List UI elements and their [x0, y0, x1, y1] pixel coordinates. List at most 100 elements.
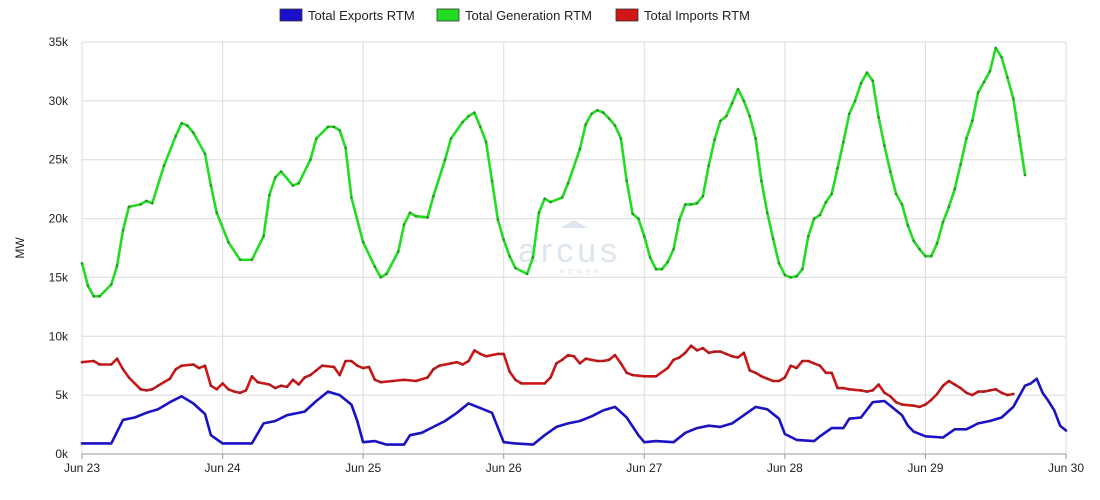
data-point: [988, 389, 992, 392]
data-point: [602, 111, 605, 114]
data-point: [297, 182, 301, 185]
data-point: [1058, 424, 1062, 428]
data-point: [684, 351, 687, 355]
data-point: [666, 366, 669, 370]
data-point: [830, 192, 833, 196]
data-point: [912, 430, 915, 433]
data-point: [596, 109, 599, 112]
data-point: [391, 379, 394, 383]
data-point: [426, 216, 429, 219]
data-point: [1029, 382, 1033, 385]
data-point: [180, 395, 183, 398]
data-point: [795, 275, 798, 278]
data-point: [361, 366, 365, 370]
series-line-0: [80, 377, 1068, 446]
data-point: [1000, 391, 1003, 395]
data-point: [742, 351, 746, 355]
data-point: [279, 170, 283, 173]
data-point: [924, 254, 927, 258]
data-point: [877, 116, 880, 119]
data-point: [443, 158, 447, 161]
data-point: [590, 112, 593, 116]
data-point: [1012, 405, 1015, 409]
data-point: [350, 359, 353, 363]
legend-item-0[interactable]: Total Exports RTM: [279, 8, 415, 23]
legend-label: Total Imports RTM: [644, 8, 750, 23]
data-point: [438, 364, 441, 368]
data-point: [566, 353, 570, 357]
data-point: [590, 415, 593, 418]
data-point: [1041, 391, 1044, 395]
data-point: [1012, 392, 1015, 396]
data-point: [807, 234, 810, 238]
data-point: [953, 187, 956, 191]
data-point: [285, 385, 289, 389]
data-point: [994, 388, 997, 391]
data-point: [982, 80, 986, 84]
data-point: [186, 124, 189, 127]
data-point: [725, 114, 728, 118]
data-point: [561, 358, 564, 362]
data-point: [344, 146, 347, 150]
data-point: [701, 194, 705, 198]
data-point: [174, 134, 177, 138]
data-point: [268, 193, 271, 197]
data-point: [613, 353, 617, 357]
data-point: [1012, 97, 1015, 100]
data-point: [145, 411, 148, 415]
data-point: [408, 211, 412, 214]
data-point: [467, 114, 470, 118]
data-point: [953, 383, 956, 386]
data-point: [871, 79, 874, 83]
data-point: [215, 211, 218, 214]
legend-item-1[interactable]: Total Generation RTM: [436, 8, 592, 23]
data-point: [672, 440, 675, 444]
data-point: [883, 399, 886, 403]
y-tick-label: 10k: [49, 329, 69, 343]
data-point: [203, 412, 207, 416]
data-point: [133, 416, 136, 419]
data-point: [748, 114, 751, 118]
data-point: [842, 386, 845, 390]
data-point: [80, 360, 84, 364]
data-point: [859, 389, 863, 392]
data-point: [221, 382, 224, 385]
legend[interactable]: Total Exports RTM Total Generation RTM Tot…: [279, 8, 750, 23]
data-point: [1006, 393, 1009, 397]
data-point: [139, 203, 142, 206]
legend-swatch: [436, 8, 460, 22]
data-point: [414, 379, 418, 383]
data-point: [684, 203, 687, 206]
data-point: [227, 240, 230, 244]
data-point: [842, 426, 845, 430]
data-point: [1064, 429, 1068, 432]
data-point: [496, 218, 500, 221]
data-point: [848, 417, 851, 421]
data-point: [889, 170, 892, 173]
data-point: [250, 258, 254, 262]
data-point: [947, 205, 951, 209]
data-point: [941, 220, 945, 224]
data-point: [930, 254, 933, 258]
data-point: [678, 218, 681, 221]
data-point: [543, 382, 546, 385]
data-point: [930, 398, 933, 402]
data-point: [303, 410, 306, 413]
data-point: [947, 379, 951, 383]
data-point: [168, 400, 172, 404]
data-point: [678, 356, 681, 359]
data-point: [602, 359, 605, 363]
data-point: [713, 350, 716, 353]
data-point: [912, 404, 915, 408]
legend-item-2[interactable]: Total Imports RTM: [615, 8, 750, 23]
data-point: [894, 400, 898, 404]
data-point: [127, 376, 131, 379]
data-point: [707, 164, 710, 167]
data-point: [490, 411, 494, 415]
data-point: [707, 351, 710, 355]
data-point: [783, 432, 787, 436]
data-point: [578, 147, 582, 151]
data-point: [654, 439, 658, 443]
data-point: [871, 389, 874, 392]
data-point: [853, 99, 857, 103]
